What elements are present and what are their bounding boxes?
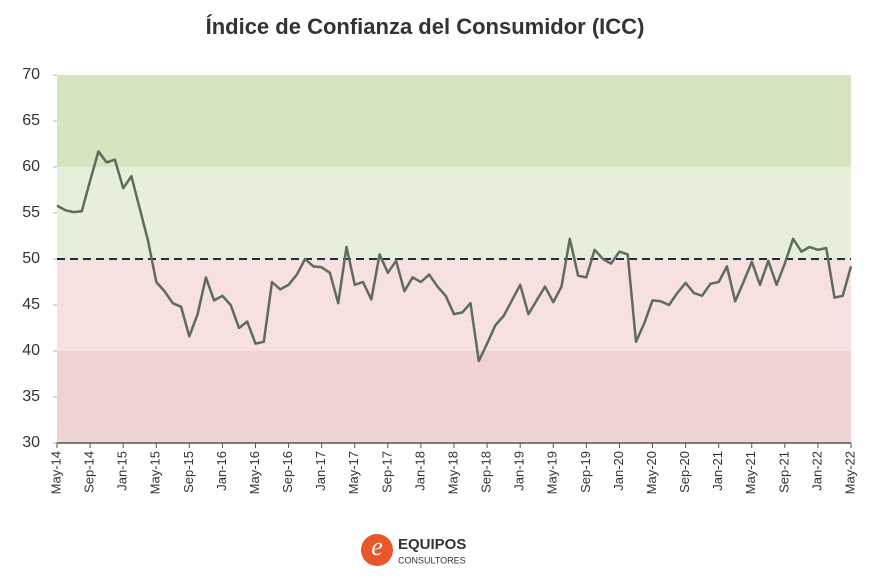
x-tick-label: Sep-19 [578, 451, 593, 493]
y-tick-label: 65 [22, 112, 40, 129]
x-tick-label: Jan-22 [809, 451, 824, 491]
x-tick-label: Sep-17 [379, 451, 394, 493]
y-tick-label: 55 [22, 204, 40, 221]
y-tick-label: 45 [22, 296, 40, 313]
x-tick-label: Sep-14 [82, 451, 97, 493]
y-tick-label: 70 [22, 66, 40, 83]
band [57, 75, 851, 167]
x-tick-label: Sep-18 [479, 451, 494, 493]
logo-name: EQUIPOS [398, 536, 466, 553]
x-tick-label: May-19 [545, 451, 560, 494]
y-tick-label: 40 [22, 342, 40, 359]
band [57, 351, 851, 443]
chart-title: Índice de Confianza del Consumidor (ICC) [206, 14, 645, 39]
x-tick-label: Sep-16 [280, 451, 295, 493]
x-tick-label: May-22 [842, 451, 857, 494]
x-tick-label: May-18 [445, 451, 460, 494]
x-tick-label: May-17 [346, 451, 361, 494]
x-tick-label: Jan-20 [611, 451, 626, 491]
x-tick-label: Jan-19 [512, 451, 527, 491]
logo-tagline: CONSULTORES [398, 555, 466, 565]
logo-circle [361, 534, 393, 566]
y-tick-label: 30 [22, 434, 40, 451]
x-tick-label: May-16 [247, 451, 262, 494]
x-tick-label: Sep-20 [677, 451, 692, 493]
x-tick-label: Jan-21 [710, 451, 725, 491]
y-tick-label: 60 [22, 158, 40, 175]
x-tick-label: Jan-16 [214, 451, 229, 491]
line-series [56, 150, 853, 363]
y-tick-label: 50 [22, 250, 40, 267]
x-tick-label: May-21 [743, 451, 758, 494]
logo: e EQUIPOS CONSULTORES [361, 532, 466, 566]
x-tick-label: Sep-15 [181, 451, 196, 493]
x-tick-label: Jan-18 [412, 451, 427, 491]
x-tick-label: Sep-21 [776, 451, 791, 493]
band [57, 167, 851, 259]
x-tick-label: May-15 [148, 451, 163, 494]
x-tick-label: May-14 [48, 451, 63, 494]
x-tick-label: Jan-15 [115, 451, 130, 491]
x-tick-label: Jan-17 [313, 451, 328, 491]
logo-mark: e [371, 532, 383, 561]
x-tick-label: May-20 [644, 451, 659, 494]
y-tick-label: 35 [22, 388, 40, 405]
